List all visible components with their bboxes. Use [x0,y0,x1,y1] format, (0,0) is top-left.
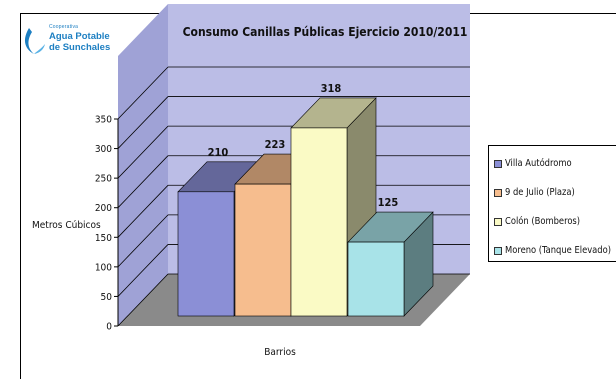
water-drop-icon [24,28,45,54]
legend-label: Colón (Bomberos) [505,216,581,227]
legend-item-9-de-julio: 9 de Julio (Plaza) [494,182,575,198]
y-axis-title: Metros Cúbicos [32,220,101,231]
bar [290,127,348,317]
y-tick-label: 150 [95,233,112,244]
y-tick-label: 300 [95,144,112,155]
legend-label: Villa Autódromo [505,158,572,169]
side-wall [118,4,168,326]
legend-item-moreno: Moreno (Tanque Elevado) [494,240,611,256]
legend-item-colon: Colón (Bomberos) [494,211,580,227]
gridline-side [117,96,169,149]
logo-line-agua-potable: Agua Potable [49,31,110,42]
x-axis-title: Barrios [264,347,296,358]
legend-label: Moreno (Tanque Elevado) [505,245,611,256]
data-label: 223 [265,138,286,151]
legend-swatch [494,217,502,226]
legend-item-villa-autodromo: Villa Autódromo [494,153,572,169]
y-tick-label: 0 [106,322,112,333]
logo-line-cooperativa: Cooperativa [49,24,79,30]
legend: Villa Autódromo 9 de Julio (Plaza) Colón… [488,145,616,262]
legend-label: 9 de Julio (Plaza) [505,187,575,198]
logo-line-sunchales: de Sunchales [49,42,111,53]
bar [177,191,235,317]
gridline-side [117,185,169,238]
gridline-side [117,214,169,268]
data-label: 125 [378,196,399,209]
y-tick-label: 100 [95,262,112,273]
gridline-side [117,244,169,297]
gridline-side [117,125,169,179]
legend-swatch [494,188,502,197]
y-tick-label: 200 [95,203,112,214]
legend-swatch [494,246,502,255]
y-tick-label: 350 [95,115,112,126]
gridline-side [117,66,169,120]
gridline-side [117,273,169,327]
data-label: 210 [208,146,229,159]
gridline-side [117,155,169,208]
bar [234,183,292,317]
bar [347,241,405,317]
y-tick-label: 250 [95,174,112,185]
data-label: 318 [321,82,342,95]
chart-title: Consumo Canillas Públicas Ejercicio 2010… [182,25,468,39]
y-tick-label: 50 [101,292,113,303]
cooperative-logo: Cooperativa Agua Potable de Sunchales [20,24,150,57]
legend-swatch [494,159,502,168]
